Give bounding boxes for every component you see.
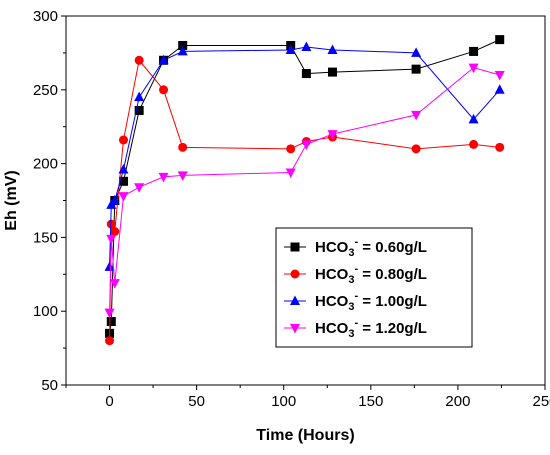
legend-item-0: HCO3- = 0.60g/L bbox=[284, 236, 427, 259]
y-axis: 50 100 150 200 250 300 bbox=[33, 8, 66, 394]
legend-label-base: HCO bbox=[315, 239, 349, 256]
data-point-3 bbox=[118, 192, 129, 202]
data-point-2 bbox=[104, 261, 115, 271]
data-point-2 bbox=[285, 44, 296, 54]
legend-label: HCO3- = 1.20g/L bbox=[315, 317, 427, 340]
data-point-0 bbox=[411, 64, 421, 74]
y-tick-label: 300 bbox=[33, 8, 58, 25]
legend-marker bbox=[290, 295, 300, 305]
data-point-2 bbox=[158, 54, 169, 65]
legend-label-sub: 3 bbox=[348, 328, 354, 340]
x-tick-label: 250 bbox=[532, 393, 550, 410]
legend-label-sup: - bbox=[354, 317, 358, 329]
x-axis-title: Time (Hours) bbox=[256, 427, 354, 444]
data-point-0 bbox=[327, 67, 337, 77]
legend-label-rest: = 1.20g/L bbox=[358, 320, 427, 337]
data-point-0 bbox=[106, 317, 116, 327]
data-point-0 bbox=[118, 176, 128, 186]
x-tick-label: 0 bbox=[105, 393, 113, 410]
y-axis-title: Eh (mV) bbox=[3, 170, 20, 230]
legend-label-rest: = 1.00g/L bbox=[358, 293, 427, 310]
legend-item-2: HCO3- = 1.00g/L bbox=[284, 290, 427, 313]
data-point-3 bbox=[301, 140, 312, 150]
data-point-2 bbox=[177, 45, 188, 56]
legend-label: HCO3- = 0.80g/L bbox=[315, 263, 427, 286]
data-point-2 bbox=[109, 195, 120, 205]
data-point-3 bbox=[134, 183, 145, 193]
data-point-1 bbox=[105, 336, 115, 346]
legend-marker bbox=[290, 324, 300, 334]
data-point-2 bbox=[411, 47, 422, 57]
legend-label-base: HCO bbox=[315, 266, 349, 283]
legend-label-sup: - bbox=[354, 290, 358, 302]
legend-label-base: HCO bbox=[315, 320, 349, 337]
legend-item-1: HCO3- = 0.80g/L bbox=[284, 263, 427, 286]
data-point-1 bbox=[178, 142, 188, 152]
data-point-3 bbox=[285, 168, 296, 178]
data-point-0 bbox=[469, 46, 479, 56]
legend-label-sup: - bbox=[354, 236, 358, 248]
data-point-2 bbox=[494, 84, 505, 94]
data-point-2 bbox=[468, 113, 479, 124]
data-point-0 bbox=[495, 35, 505, 45]
legend-marker bbox=[290, 242, 300, 252]
legend-label-sub: 3 bbox=[348, 274, 354, 286]
plot-area bbox=[65, 15, 546, 386]
y-tick-label: 150 bbox=[33, 229, 58, 246]
data-point-2 bbox=[327, 44, 338, 54]
data-point-1 bbox=[110, 226, 120, 236]
x-tick-label: 150 bbox=[358, 393, 383, 410]
data-point-3 bbox=[327, 130, 338, 140]
data-point-1 bbox=[106, 219, 116, 229]
x-axis: 0 50 100 150 200 250 bbox=[65, 385, 550, 410]
series-layer bbox=[104, 35, 505, 346]
series-2 bbox=[104, 41, 505, 271]
data-point-1 bbox=[495, 142, 505, 152]
data-point-1 bbox=[286, 144, 296, 154]
data-point-2 bbox=[118, 164, 129, 174]
data-point-1 bbox=[469, 139, 479, 149]
legend-label-sub: 3 bbox=[348, 247, 354, 259]
data-point-1 bbox=[118, 135, 128, 145]
data-point-0 bbox=[178, 41, 188, 51]
legend-item-3: HCO3- = 1.20g/L bbox=[284, 317, 427, 340]
data-point-0 bbox=[301, 69, 311, 79]
legend-label-rest: = 0.60g/L bbox=[358, 239, 427, 256]
data-point-3 bbox=[411, 110, 422, 121]
data-point-3 bbox=[494, 71, 505, 81]
x-tick-label: 50 bbox=[188, 393, 205, 410]
legend-label: HCO3- = 0.60g/L bbox=[315, 236, 427, 259]
legend-marker bbox=[290, 269, 300, 279]
legend-box bbox=[275, 227, 473, 348]
data-point-3 bbox=[104, 308, 115, 319]
y-tick-label: 200 bbox=[33, 156, 58, 173]
data-point-3 bbox=[468, 63, 479, 74]
data-point-1 bbox=[134, 55, 144, 65]
data-point-2 bbox=[134, 91, 145, 102]
data-point-3 bbox=[106, 234, 117, 245]
data-point-3 bbox=[177, 171, 188, 181]
data-point-0 bbox=[134, 105, 144, 115]
legend-label-rest: = 0.80g/L bbox=[358, 266, 427, 283]
data-point-1 bbox=[411, 144, 421, 154]
y-tick-label: 250 bbox=[33, 82, 58, 99]
legend-label-base: HCO bbox=[315, 293, 349, 310]
legend-label: HCO3- = 1.00g/L bbox=[315, 290, 427, 313]
x-tick-label: 100 bbox=[271, 393, 296, 410]
data-point-3 bbox=[158, 172, 169, 183]
x-tick-label: 200 bbox=[445, 393, 470, 410]
data-point-1 bbox=[159, 85, 169, 95]
legend-label-sup: - bbox=[354, 263, 358, 275]
series-3 bbox=[104, 63, 505, 319]
data-point-2 bbox=[301, 41, 312, 51]
data-point-3 bbox=[109, 279, 120, 289]
y-tick-label: 100 bbox=[33, 303, 58, 320]
y-tick-label: 50 bbox=[41, 377, 58, 394]
legend-label-sub: 3 bbox=[348, 301, 354, 313]
